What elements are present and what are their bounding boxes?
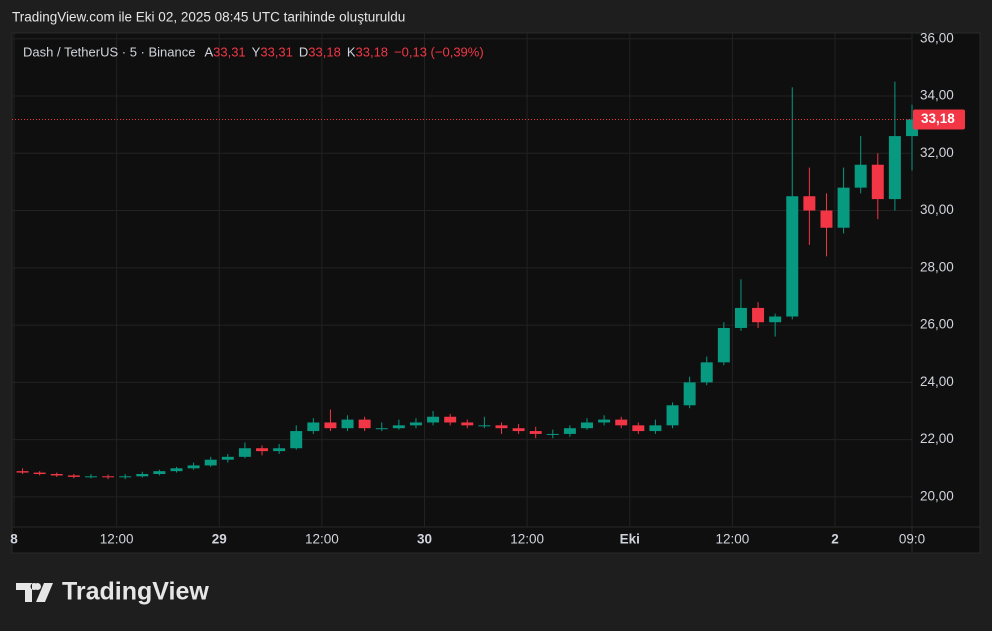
candle-body — [187, 465, 200, 469]
candle-body — [50, 474, 63, 476]
ohlc-key: Y — [252, 44, 261, 59]
y-tick-label: 34,00 — [920, 88, 954, 103]
candle-body — [837, 187, 850, 228]
candle-body — [495, 425, 508, 429]
y-tick-label: 28,00 — [920, 259, 954, 274]
candle-body — [461, 422, 474, 426]
candle-body — [683, 382, 696, 406]
candle-body — [529, 431, 542, 434]
last-price-box — [913, 109, 965, 130]
candle-body — [854, 164, 867, 188]
candle-body — [786, 196, 799, 317]
logo-dot — [34, 583, 41, 590]
ohlc-key: D — [299, 44, 308, 59]
candle-body — [649, 425, 662, 432]
change-label: −0,13 (−0,39%) — [394, 44, 484, 59]
candle-body — [581, 422, 593, 429]
candle-body — [615, 419, 628, 426]
last-price-label: 33,18 — [921, 111, 955, 126]
symbol: Dash / TetherUS · 5 · Binance — [23, 44, 195, 59]
candle-body — [102, 476, 115, 478]
candle-body — [563, 428, 576, 434]
x-tick-label: 30 — [417, 532, 432, 547]
candles — [16, 81, 918, 480]
candle-body — [512, 428, 525, 432]
candle-body — [769, 316, 782, 323]
candle-body — [409, 422, 422, 426]
logo-text: TradingView — [62, 578, 209, 606]
grid — [12, 33, 913, 527]
x-tick-label: 12:00 — [100, 532, 134, 547]
x-tick-label: 29 — [212, 532, 227, 547]
candle-body — [170, 468, 183, 472]
labels: 20,00 22,00 24,00 26,00 28,00 30,00 32,00 34,00… — [10, 30, 965, 547]
ohlc-key: A — [204, 44, 213, 59]
x-tick-label: 8 — [10, 532, 18, 547]
y-tick-label: 30,00 — [920, 202, 954, 217]
candle-body — [717, 327, 730, 363]
candle-body — [752, 307, 765, 323]
candle-body — [119, 476, 132, 478]
x-tick-label: 12:00 — [716, 532, 750, 547]
y-tick-label: 36,00 — [920, 30, 954, 45]
y-tick-label: 24,00 — [920, 374, 954, 389]
candle-body — [546, 433, 559, 435]
candle-body — [273, 448, 286, 452]
candle-body — [67, 475, 80, 477]
x-tick-label: 2 — [831, 532, 839, 547]
candle-body — [803, 196, 816, 211]
ohlc-key: K — [347, 44, 356, 59]
candle-body — [871, 164, 884, 200]
candle-body — [16, 471, 29, 473]
x-tick-label: 12:00 — [510, 532, 544, 547]
y-tick-label: 26,00 — [920, 317, 954, 332]
candle-body — [888, 136, 901, 200]
candle-body — [734, 307, 747, 328]
logo-icon — [16, 583, 53, 602]
y-tick-label: 32,00 — [920, 145, 954, 160]
ohlc-value: 33,18 — [356, 44, 389, 59]
candle-body — [256, 448, 269, 452]
candle-body — [33, 472, 46, 475]
candle-body — [204, 459, 217, 466]
candle-body — [136, 474, 149, 477]
candle-body — [324, 422, 337, 429]
candle-body — [666, 405, 679, 426]
y-tick-label: 20,00 — [920, 488, 954, 503]
ohlc-value: 33,18 — [308, 44, 341, 59]
candle-body — [84, 476, 97, 478]
candle-body — [358, 419, 371, 429]
candle-body — [700, 362, 713, 383]
x-tick-label: Eki — [620, 532, 640, 547]
candle-body — [444, 416, 457, 423]
candle-body — [478, 425, 491, 427]
candle-body — [375, 428, 388, 430]
ohlc-value: 33,31 — [213, 44, 246, 59]
candle-body — [427, 416, 440, 423]
candle-body — [221, 456, 234, 460]
y-tick-label: 22,00 — [920, 431, 954, 446]
candle-body — [820, 210, 833, 228]
page-title: TradingView.com ile Eki 02, 2025 08:45 U… — [12, 10, 405, 25]
ohlc-value: 33,31 — [260, 44, 293, 59]
legend-header: Dash / TetherUS · 5 · Binance — [23, 44, 195, 59]
candle-body — [307, 422, 320, 432]
logo: TradingView — [16, 578, 209, 606]
candle-body — [341, 419, 354, 429]
candle-body — [906, 119, 918, 137]
candle-body — [290, 431, 303, 449]
candle-body — [238, 448, 251, 457]
x-tick-label: 12:00 — [305, 532, 339, 547]
candle-body — [392, 425, 405, 429]
candle-body — [153, 471, 166, 475]
candle-body — [598, 419, 611, 423]
x-tick-label: 09:0 — [899, 532, 925, 547]
candle-body — [632, 425, 645, 432]
